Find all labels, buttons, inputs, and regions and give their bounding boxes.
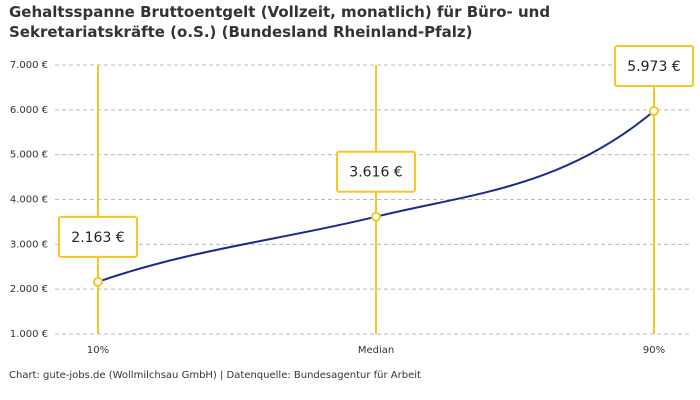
marker [93,276,103,287]
y-tick-label: 1.000 € [10,329,48,340]
value-label-box [336,150,416,193]
y-tick-label: 6.000 € [10,105,48,116]
y-tick-label: 3.000 € [10,239,48,250]
marker [371,211,381,222]
chart-title: Gehaltsspanne Bruttoentgelt (Vollzeit, m… [9,3,551,41]
y-tick-label: 5.000 € [10,150,48,161]
y-tick-label: 2.000 € [10,284,48,295]
y-tick-label: 4.000 € [10,195,48,206]
value-label: 3.616 € [349,165,402,181]
x-tick-label: 10% [87,345,109,356]
x-tick-label: 90% [643,345,665,356]
value-label-box [614,45,694,88]
value-label-box [58,215,138,258]
y-tick-label: 7.000 € [10,60,48,71]
value-label: 5.973 € [627,59,680,75]
marker [649,106,659,117]
x-tick-label: Median [358,345,394,356]
value-label: 2.163 € [71,230,124,246]
source-note: Chart: gute-jobs.de (Wollmilchsau GmbH) … [9,370,421,381]
